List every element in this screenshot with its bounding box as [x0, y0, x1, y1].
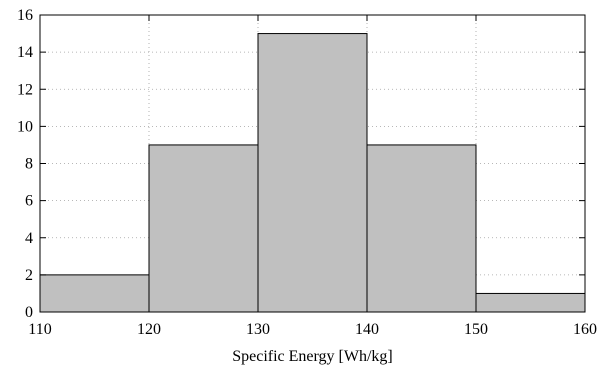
x-tick-label: 110 — [28, 321, 51, 338]
y-tick-label: 14 — [17, 44, 33, 61]
histogram-bar — [148, 144, 259, 313]
y-tick-labels: 0 2 4 6 8 10 12 14 16 — [17, 7, 33, 321]
axis-ticks — [39, 14, 586, 313]
y-tick-label: 0 — [25, 304, 33, 321]
x-tick-label: 130 — [246, 321, 270, 338]
y-tick-label: 4 — [25, 230, 33, 247]
x-tick-label: 160 — [573, 321, 597, 338]
y-tick-label: 10 — [17, 118, 33, 135]
histogram-bar — [39, 274, 150, 313]
histogram-bar — [475, 292, 586, 313]
x-tick-label: 140 — [355, 321, 379, 338]
histogram-bar — [257, 33, 368, 313]
x-tick-label: 120 — [137, 321, 161, 338]
y-tick-label: 12 — [17, 81, 33, 98]
y-tick-label: 2 — [25, 267, 33, 284]
x-tick-label: 150 — [464, 321, 488, 338]
histogram-bar — [366, 144, 477, 313]
x-axis-label: Specific Energy [Wh/kg] — [232, 348, 393, 365]
y-tick-label: 16 — [17, 7, 33, 24]
histogram-bars — [39, 33, 586, 313]
y-tick-label: 8 — [25, 156, 33, 173]
y-tick-label: 6 — [25, 193, 33, 210]
x-tick-labels: 110 120 130 140 150 160 — [28, 321, 597, 338]
